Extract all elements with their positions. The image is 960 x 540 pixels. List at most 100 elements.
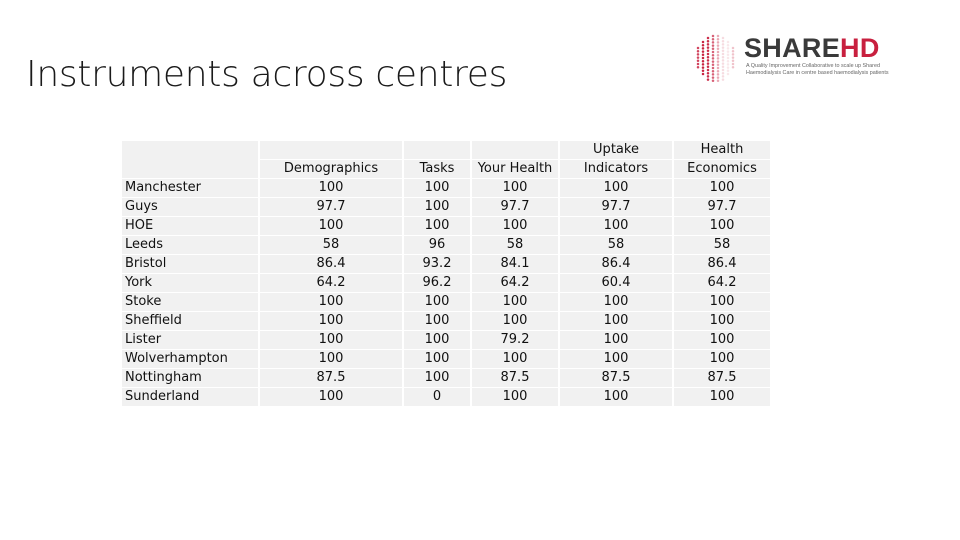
value-cell: 87.5 [674,369,770,387]
table-row: Manchester 100 100 100 100 100 [122,179,770,197]
value-cell: 79.2 [472,331,558,349]
header-top-cell [122,141,258,178]
table-row: Guys 97.7 100 97.7 97.7 97.7 [122,198,770,216]
value-cell: 87.5 [560,369,672,387]
table-row: Lister 100 100 79.2 100 100 [122,331,770,349]
header-row-bottom: Demographics Tasks Your Health Indicator… [122,160,770,178]
centre-name-cell: Leeds [122,236,258,254]
value-cell: 100 [404,369,470,387]
value-cell: 64.2 [472,274,558,292]
value-cell: 100 [260,217,402,235]
value-cell: 100 [674,388,770,406]
centre-name-cell: Nottingham [122,369,258,387]
value-cell: 100 [560,179,672,197]
value-cell: 100 [674,331,770,349]
value-cell: 100 [560,293,672,311]
value-cell: 64.2 [260,274,402,292]
instruments-table-body: Uptake Health Demographics Tasks Your He… [122,141,770,406]
value-cell: 97.7 [560,198,672,216]
value-cell: 100 [404,293,470,311]
value-cell: 100 [260,331,402,349]
value-cell: 100 [560,331,672,349]
column-header-uptake-indicators: Indicators [560,160,672,178]
dot-matrix-logo-icon [696,34,735,83]
value-cell: 58 [260,236,402,254]
column-header-your-health: Your Health [472,160,558,178]
value-cell: 100 [404,312,470,330]
header-top-cell: Health [674,141,770,159]
value-cell: 100 [260,312,402,330]
value-cell: 100 [674,293,770,311]
table-row: Stoke 100 100 100 100 100 [122,293,770,311]
header-top-cell: Uptake [560,141,672,159]
header-top-cell [472,141,558,159]
logo-wordmark: SHAREHD [744,33,880,63]
value-cell: 97.7 [674,198,770,216]
value-cell: 100 [560,350,672,368]
table-row: York 64.2 96.2 64.2 60.4 64.2 [122,274,770,292]
value-cell: 100 [404,350,470,368]
value-cell: 100 [404,217,470,235]
value-cell: 100 [674,312,770,330]
value-cell: 100 [472,312,558,330]
value-cell: 86.4 [560,255,672,273]
logo-wordmark-hd: HD [840,33,880,63]
centre-name-cell: Stoke [122,293,258,311]
logo-wordmark-share: SHARE [744,33,841,63]
centre-name-cell: Sheffield [122,312,258,330]
table-row: Sheffield 100 100 100 100 100 [122,312,770,330]
table-row: Sunderland 100 0 100 100 100 [122,388,770,406]
value-cell: 100 [260,179,402,197]
value-cell: 100 [560,217,672,235]
value-cell: 86.4 [674,255,770,273]
centre-name-cell: Lister [122,331,258,349]
centre-name-cell: HOE [122,217,258,235]
value-cell: 100 [260,293,402,311]
table-row: Nottingham 87.5 100 87.5 87.5 87.5 [122,369,770,387]
centre-name-cell: Wolverhampton [122,350,258,368]
value-cell: 58 [560,236,672,254]
value-cell: 100 [560,312,672,330]
table-row: HOE 100 100 100 100 100 [122,217,770,235]
table-row: Bristol 86.4 93.2 84.1 86.4 86.4 [122,255,770,273]
column-header-health-economics: Economics [674,160,770,178]
centre-name-cell: Manchester [122,179,258,197]
header-top-cell [260,141,402,159]
value-cell: 96.2 [404,274,470,292]
value-cell: 87.5 [472,369,558,387]
header-row-top: Uptake Health [122,141,770,178]
value-cell: 100 [472,293,558,311]
table-row: Wolverhampton 100 100 100 100 100 [122,350,770,368]
value-cell: 97.7 [472,198,558,216]
value-cell: 100 [674,350,770,368]
value-cell: 64.2 [674,274,770,292]
value-cell: 87.5 [260,369,402,387]
instruments-table: Uptake Health Demographics Tasks Your He… [120,140,772,407]
centre-name-cell: Bristol [122,255,258,273]
value-cell: 100 [472,217,558,235]
value-cell: 100 [674,217,770,235]
logo-tagline: A Quality Improvement Collaborative to s… [746,63,889,76]
value-cell: 100 [404,331,470,349]
value-cell: 100 [404,198,470,216]
value-cell: 0 [404,388,470,406]
slide-title: Instruments across centres [26,54,508,95]
table-row: Leeds 58 96 58 58 58 [122,236,770,254]
value-cell: 60.4 [560,274,672,292]
value-cell: 100 [472,350,558,368]
value-cell: 100 [472,388,558,406]
column-header-demographics: Demographics [260,160,402,178]
value-cell: 58 [674,236,770,254]
header-top-cell [404,141,470,159]
value-cell: 86.4 [260,255,402,273]
value-cell: 100 [404,179,470,197]
value-cell: 96 [404,236,470,254]
centre-name-cell: Sunderland [122,388,258,406]
value-cell: 100 [260,388,402,406]
value-cell: 100 [260,350,402,368]
value-cell: 100 [674,179,770,197]
value-cell: 100 [560,388,672,406]
value-cell: 100 [472,179,558,197]
value-cell: 58 [472,236,558,254]
sharehd-logo: SHAREHD A Quality Improvement Collaborat… [694,33,916,84]
